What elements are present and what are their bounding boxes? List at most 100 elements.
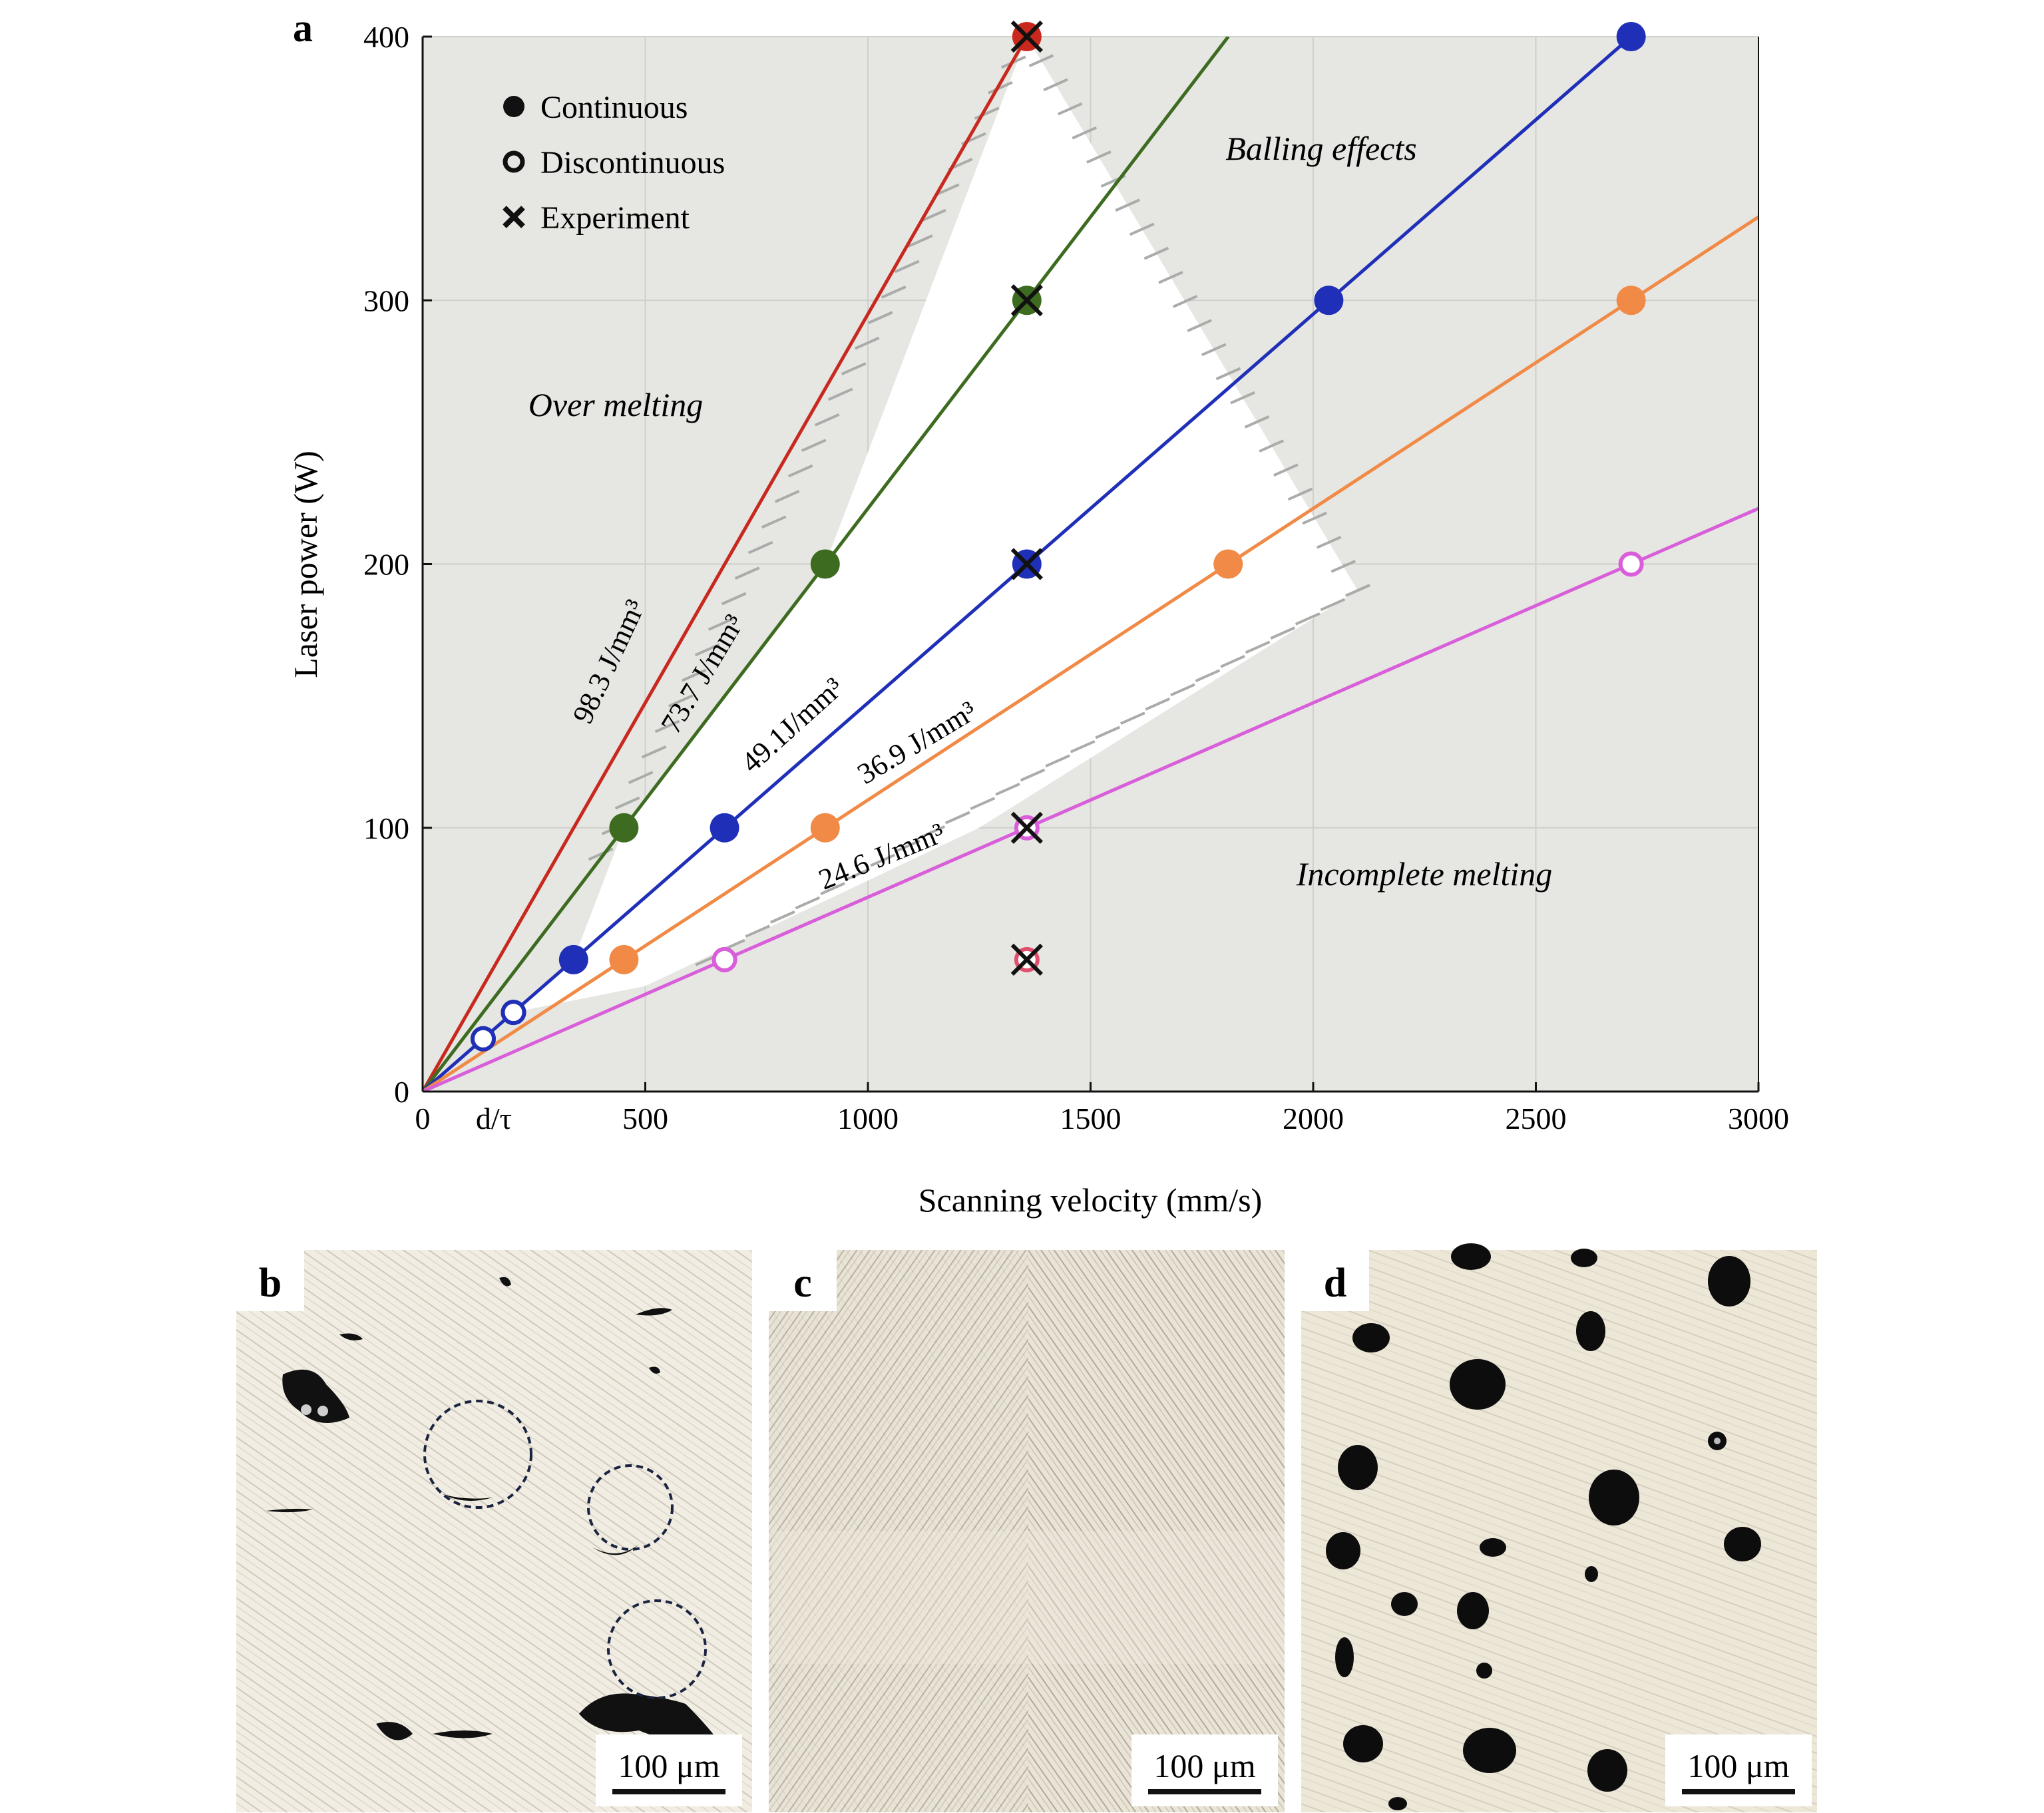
x-tick-label-6: 3000 bbox=[1728, 1102, 1789, 1135]
hatch-mark bbox=[970, 797, 996, 811]
y-tick-label-2: 200 bbox=[363, 548, 409, 582]
hatch-mark bbox=[867, 311, 893, 325]
hatch-mark bbox=[895, 839, 920, 853]
panel-label-b: b bbox=[259, 1261, 282, 1306]
micrograph-panel-d: d 100 μm bbox=[1301, 1243, 1817, 1812]
scale-bar-b bbox=[612, 1789, 725, 1794]
hatch-mark bbox=[854, 336, 880, 350]
hatch-mark bbox=[1259, 439, 1285, 453]
hatch-mark bbox=[747, 540, 773, 554]
scale-bar-label-c: 100 μm bbox=[1153, 1747, 1255, 1784]
hatch-mark bbox=[814, 413, 840, 427]
panel-label-d: d bbox=[1324, 1261, 1346, 1306]
hatch-mark bbox=[1273, 463, 1299, 477]
hatch-mark bbox=[1143, 246, 1169, 260]
hatch-mark bbox=[1086, 150, 1112, 164]
hatch-mark bbox=[641, 745, 667, 759]
process-window bbox=[513, 37, 1370, 1013]
data-point-s3-3 bbox=[1616, 286, 1646, 315]
hatch-mark bbox=[795, 896, 821, 910]
region-label-over-melting: Over melting bbox=[528, 386, 703, 423]
hatch-mark bbox=[820, 882, 845, 896]
hatch-mark bbox=[770, 910, 795, 924]
data-point-s2-6 bbox=[1616, 22, 1646, 51]
data-point-s4-0 bbox=[712, 946, 737, 972]
hatch-mark bbox=[1170, 683, 1195, 697]
hatch-mark bbox=[668, 694, 694, 707]
hatch-mark bbox=[1028, 54, 1054, 68]
hatch-mark bbox=[974, 106, 1000, 120]
region-label-balling-effects: Balling effects bbox=[1225, 130, 1416, 167]
hatch-mark bbox=[588, 847, 614, 861]
scale-bar-label-b: 100 μm bbox=[618, 1747, 719, 1784]
x-tick-label-3: 1500 bbox=[1060, 1102, 1122, 1135]
hatch-mark bbox=[988, 81, 1013, 95]
hatch-mark bbox=[1158, 270, 1183, 284]
x-tick-label-0: 0 bbox=[415, 1102, 431, 1135]
hatch-mark bbox=[845, 868, 871, 881]
legend: Continuous Discontinuous Experiment bbox=[503, 90, 725, 236]
micrograph-panel-c: c 100 μm bbox=[769, 1250, 1285, 1812]
hatch-mark bbox=[1115, 198, 1140, 212]
y-tick-label-3: 300 bbox=[363, 284, 409, 317]
hatch-mark bbox=[1043, 78, 1068, 92]
hatch-mark bbox=[761, 515, 787, 529]
scale-bar-label-d: 100 μm bbox=[1687, 1747, 1789, 1784]
y-tick-label-1: 100 bbox=[363, 811, 409, 845]
hatch-mark bbox=[787, 464, 813, 478]
hatch-mark bbox=[774, 490, 800, 503]
hatch-mark bbox=[1244, 415, 1270, 429]
data-point-s3-0 bbox=[609, 944, 639, 974]
chart-panel-a: a 0 500 1000 1500 2000 2500 3000 d/τ 0 100 200 300 4… bbox=[287, 6, 1789, 1219]
x-tick-label-2: 1000 bbox=[837, 1102, 899, 1135]
data-point-s2-3 bbox=[710, 813, 739, 843]
data-point-s1-5-experiment-cross bbox=[1010, 284, 1043, 317]
data-point-s0-0-experiment-cross bbox=[1010, 20, 1043, 53]
x-tick-label-1: 500 bbox=[622, 1102, 668, 1135]
data-point-s2-4-experiment-cross bbox=[1010, 548, 1043, 580]
data-point-s1-4 bbox=[810, 549, 840, 579]
hatch-mark bbox=[1120, 711, 1145, 725]
series-points bbox=[470, 20, 1646, 1052]
series-line-0 bbox=[423, 37, 1029, 1092]
series-line-4 bbox=[423, 506, 1758, 1092]
hatch-mark bbox=[1172, 295, 1198, 308]
hatch-mark bbox=[1245, 640, 1271, 654]
hatch-mark bbox=[681, 668, 707, 682]
data-point-s3-1 bbox=[810, 813, 840, 843]
hatch-mark bbox=[870, 853, 895, 867]
hatch-mark bbox=[907, 234, 933, 248]
data-point-s2-2 bbox=[558, 944, 588, 974]
axis-ticks: 0 500 1000 1500 2000 2500 3000 d/τ 0 100 200 300 400 bbox=[363, 20, 1789, 1135]
hatch-mark bbox=[1270, 626, 1296, 640]
micrograph-panel-b: b 100 μm bbox=[236, 1250, 752, 1812]
hatch-mark bbox=[920, 825, 946, 839]
data-point-s4-1-experiment-cross bbox=[1010, 811, 1043, 844]
hatch-mark bbox=[1302, 511, 1327, 525]
hatch-mark bbox=[654, 719, 680, 733]
hatch-mark bbox=[995, 783, 1020, 796]
hatch-mark bbox=[1045, 754, 1070, 767]
hatch-mark bbox=[1215, 367, 1241, 381]
hatch-mark bbox=[945, 811, 970, 825]
hatch-mark bbox=[1195, 669, 1221, 682]
hatch-mark bbox=[801, 439, 827, 453]
region-label-incomplete-melting: Incomplete melting bbox=[1296, 855, 1553, 893]
scale-bar-c bbox=[1148, 1789, 1261, 1794]
data-point-s2-1 bbox=[501, 1000, 526, 1026]
hatch-mark bbox=[1230, 391, 1255, 405]
hatch-mark bbox=[841, 362, 867, 375]
hatch-mark bbox=[694, 643, 720, 657]
hatch-mark bbox=[1187, 319, 1212, 332]
hatch-mark bbox=[1095, 725, 1121, 739]
data-point-s2-5 bbox=[1314, 286, 1344, 315]
hatch-mark bbox=[934, 183, 960, 197]
hatch-mark bbox=[734, 566, 760, 580]
hatch-mark bbox=[1129, 222, 1155, 236]
hatch-mark bbox=[1220, 654, 1245, 668]
series-line-3 bbox=[423, 215, 1758, 1092]
hatch-mark bbox=[628, 771, 654, 785]
hatch-mark bbox=[1316, 535, 1342, 549]
hatch-mark bbox=[1070, 739, 1096, 753]
